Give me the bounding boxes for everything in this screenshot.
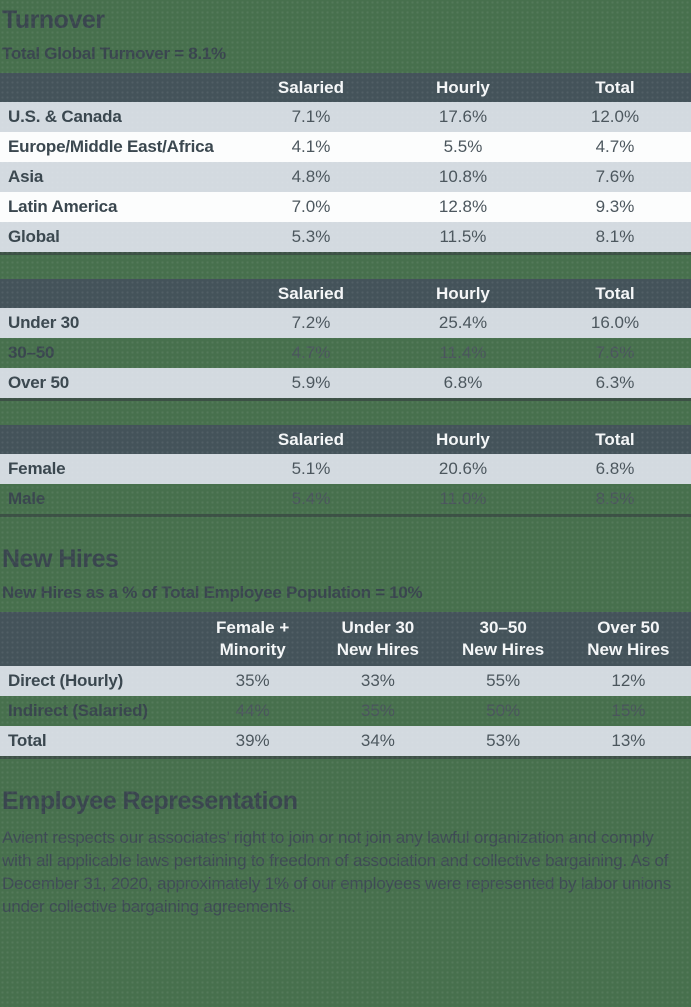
column-header-hourly: Hourly bbox=[436, 429, 490, 449]
row-label: Europe/Middle East/Africa bbox=[8, 137, 214, 156]
column-header-30-50: 30–50 New Hires bbox=[462, 618, 545, 659]
column-header-total: Total bbox=[595, 77, 635, 97]
cell-value: 4.8% bbox=[291, 167, 331, 186]
row-label: Male bbox=[8, 489, 45, 508]
cell-value: 8.5% bbox=[595, 489, 635, 508]
row-label: Latin America bbox=[8, 197, 118, 216]
table-turnover-by-region: Salaried Hourly Total U.S. & Canada 7.1%… bbox=[0, 73, 691, 255]
row-label: 30–50 bbox=[8, 343, 55, 362]
cell-value: 7.1% bbox=[291, 107, 331, 126]
cell-value: 11.0% bbox=[439, 489, 487, 508]
row-label: Indirect (Salaried) bbox=[8, 701, 148, 720]
cell-value: 25.4% bbox=[438, 313, 488, 332]
cell-value: 12% bbox=[611, 671, 646, 690]
cell-value: 10.8% bbox=[438, 167, 488, 186]
table-header-row: Salaried Hourly Total bbox=[0, 279, 691, 308]
column-header-over-50: Over 50 New Hires bbox=[587, 618, 670, 659]
cell-value: 7.0% bbox=[291, 197, 331, 216]
cell-value: 5.1% bbox=[291, 459, 331, 478]
cell-value: 5.3% bbox=[291, 227, 331, 246]
cell-value: 20.6% bbox=[438, 459, 488, 478]
table-row: 30–50 4.7% 11.4% 7.6% bbox=[0, 338, 691, 368]
table-row: Total 39% 34% 53% 13% bbox=[0, 726, 691, 756]
cell-value: 8.1% bbox=[595, 227, 635, 246]
row-label: Global bbox=[8, 227, 60, 246]
section-title-turnover: Turnover bbox=[2, 6, 105, 34]
cell-value: 34% bbox=[360, 731, 395, 750]
table-row: Direct (Hourly) 35% 33% 55% 12% bbox=[0, 666, 691, 696]
column-header-female-minority: Female + Minority bbox=[216, 618, 290, 659]
cell-value: 12.8% bbox=[438, 197, 488, 216]
cell-value: 7.6% bbox=[595, 343, 635, 362]
row-label: Direct (Hourly) bbox=[8, 671, 124, 690]
cell-value: 13% bbox=[611, 731, 646, 750]
row-label: Under 30 bbox=[8, 313, 80, 332]
column-header-salaried: Salaried bbox=[277, 283, 345, 303]
cell-value: 5.5% bbox=[443, 137, 483, 156]
section-title-employee-representation: Employee Representation bbox=[2, 787, 298, 815]
table-row: U.S. & Canada 7.1% 17.6% 12.0% bbox=[0, 102, 691, 132]
table-row: Indirect (Salaried) 44% 35% 50% 15% bbox=[0, 696, 691, 726]
column-header-salaried: Salaried bbox=[277, 429, 345, 449]
table-turnover-by-age: Salaried Hourly Total Under 30 7.2% 25.4… bbox=[0, 279, 691, 401]
cell-value: 6.8% bbox=[443, 373, 483, 392]
row-label: Over 50 bbox=[8, 373, 69, 392]
cell-value: 17.6% bbox=[438, 107, 488, 126]
section-title-new-hires: New Hires bbox=[2, 545, 119, 573]
column-header-under-30: Under 30 New Hires bbox=[336, 618, 419, 659]
column-header-total: Total bbox=[595, 429, 635, 449]
new-hires-subtitle: New Hires as a % of Total Employee Popul… bbox=[2, 583, 423, 602]
cell-value: 6.3% bbox=[595, 373, 635, 392]
table-new-hires: Female + Minority Under 30 New Hires 30–… bbox=[0, 612, 691, 759]
cell-value: 5.9% bbox=[291, 373, 331, 392]
table-row: Male 5.4% 11.0% 8.5% bbox=[0, 484, 691, 514]
table-row: Asia 4.8% 10.8% 7.6% bbox=[0, 162, 691, 192]
column-header-hourly: Hourly bbox=[436, 283, 490, 303]
cell-value: 5.4% bbox=[291, 489, 331, 508]
cell-value: 4.7% bbox=[291, 343, 331, 362]
column-header-salaried: Salaried bbox=[277, 77, 345, 97]
cell-value: 7.6% bbox=[595, 167, 635, 186]
cell-value: 16.0% bbox=[590, 313, 640, 332]
cell-value: 4.7% bbox=[595, 137, 635, 156]
table-row: Female 5.1% 20.6% 6.8% bbox=[0, 454, 691, 484]
table-row: Over 50 5.9% 6.8% 6.3% bbox=[0, 368, 691, 398]
table-header-row: Salaried Hourly Total bbox=[0, 73, 691, 102]
table-header-row: Female + Minority Under 30 New Hires 30–… bbox=[0, 612, 691, 666]
table-row: Latin America 7.0% 12.8% 9.3% bbox=[0, 192, 691, 222]
cell-value: 4.1% bbox=[291, 137, 331, 156]
row-label: Total bbox=[8, 731, 47, 750]
cell-value: 53% bbox=[486, 731, 521, 750]
cell-value: 44% bbox=[235, 701, 270, 720]
table-turnover-by-gender: Salaried Hourly Total Female 5.1% 20.6% … bbox=[0, 425, 691, 517]
turnover-subtitle: Total Global Turnover = 8.1% bbox=[2, 44, 226, 63]
row-label: U.S. & Canada bbox=[8, 107, 122, 126]
table-row: Global 5.3% 11.5% 8.1% bbox=[0, 222, 691, 252]
row-label: Asia bbox=[8, 167, 44, 186]
cell-value: 33% bbox=[360, 671, 395, 690]
table-header-row: Salaried Hourly Total bbox=[0, 425, 691, 454]
cell-value: 35% bbox=[235, 671, 270, 690]
table-row: Europe/Middle East/Africa 4.1% 5.5% 4.7% bbox=[0, 132, 691, 162]
cell-value: 11.5% bbox=[439, 227, 487, 246]
cell-value: 55% bbox=[486, 671, 521, 690]
cell-value: 9.3% bbox=[595, 197, 635, 216]
cell-value: 35% bbox=[360, 701, 395, 720]
cell-value: 6.8% bbox=[595, 459, 635, 478]
cell-value: 12.0% bbox=[590, 107, 640, 126]
column-header-hourly: Hourly bbox=[436, 77, 490, 97]
cell-value: 7.2% bbox=[291, 313, 331, 332]
cell-value: 15% bbox=[611, 701, 646, 720]
cell-value: 50% bbox=[486, 701, 521, 720]
column-header-total: Total bbox=[595, 283, 635, 303]
table-row: Under 30 7.2% 25.4% 16.0% bbox=[0, 308, 691, 338]
cell-value: 11.4% bbox=[439, 343, 487, 362]
employee-representation-paragraph: Avient respects our associates’ right to… bbox=[2, 828, 672, 916]
cell-value: 39% bbox=[235, 731, 270, 750]
row-label: Female bbox=[8, 459, 66, 478]
